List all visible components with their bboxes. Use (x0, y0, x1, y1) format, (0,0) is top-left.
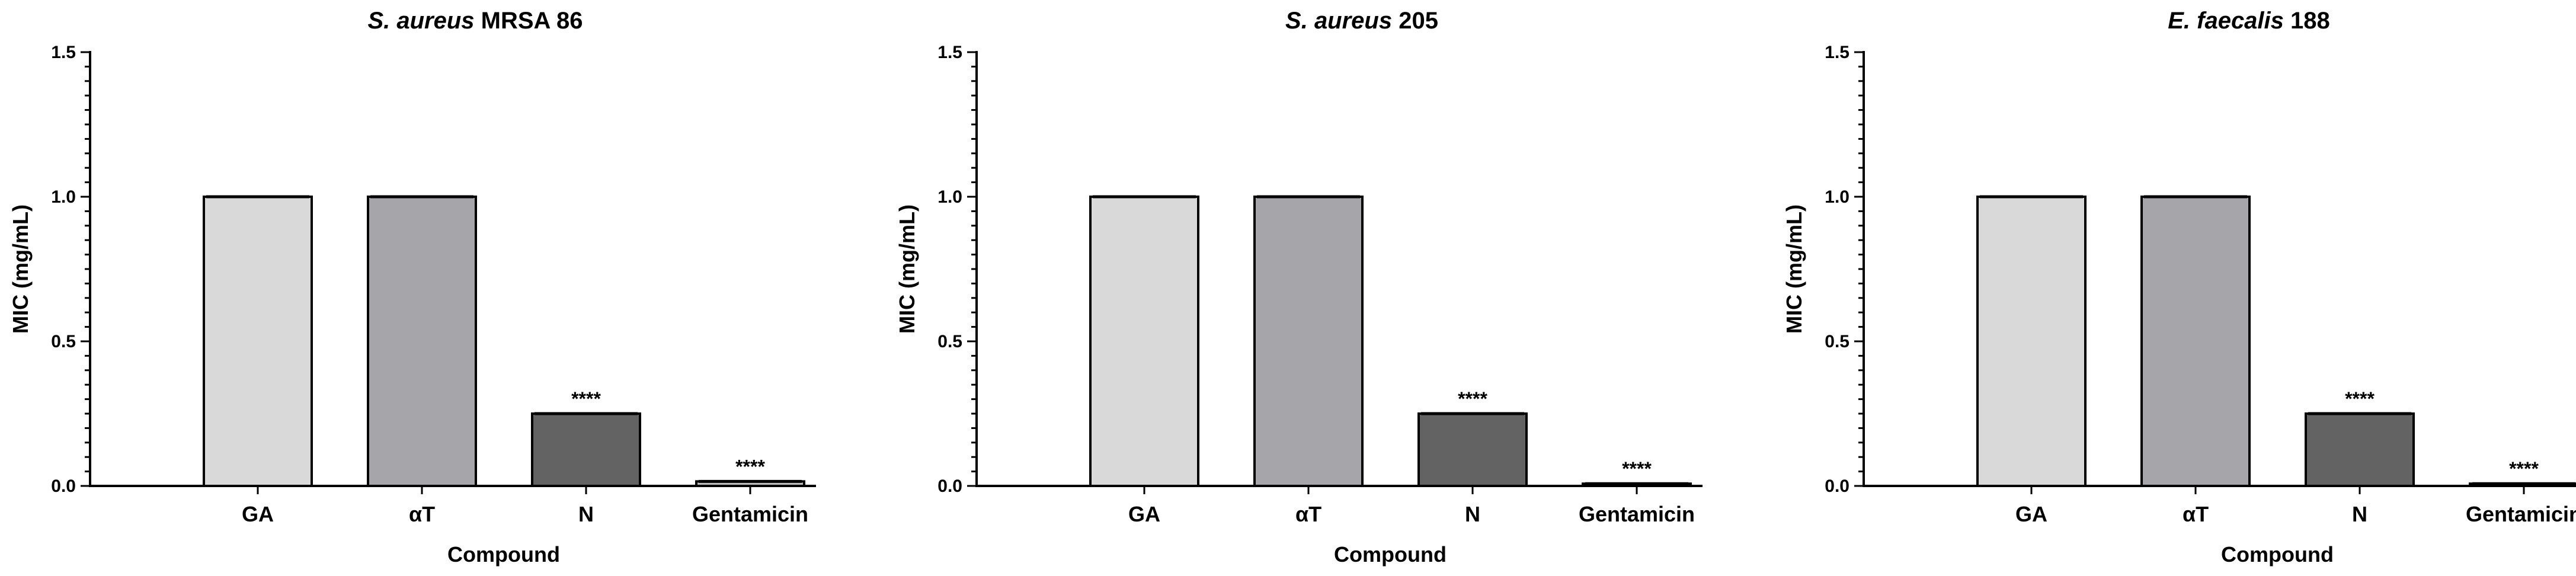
y-tick-label: 1.0 (1825, 187, 1849, 207)
significance-label: **** (1458, 388, 1487, 409)
y-axis-label: MIC (mg/mL) (895, 204, 919, 334)
y-tick-label: 0.0 (937, 476, 962, 496)
chart-title-rest: MRSA 86 (475, 8, 583, 34)
bar (2305, 412, 2415, 487)
x-tick-label: αT (1295, 502, 1321, 526)
chart-title-italic: E. faecalis (2168, 8, 2284, 34)
chart-panel: S. aureus 205 0.0 0.5 1.0 1.5 MIC (mg/mL) GA αT… (895, 8, 1703, 567)
y-tick-label: 0.5 (51, 332, 76, 351)
y-axis-label: MIC (mg/mL) (8, 204, 33, 334)
x-tick-label: GA (242, 502, 274, 526)
x-tick-label: N (2352, 502, 2367, 526)
bar (203, 196, 313, 487)
significance-label: **** (735, 456, 765, 477)
significance-label: **** (2509, 458, 2539, 479)
chart-title-rest: 205 (1392, 8, 1438, 34)
y-tick-label: 1.5 (1825, 43, 1849, 62)
chart-panel: S. aureus MRSA 86 0.0 0.5 1.0 1.5 MIC (mg/mL)… (8, 8, 816, 567)
x-tick-label: N (1465, 502, 1480, 526)
bar (1976, 196, 2087, 487)
x-tick-label: N (578, 502, 594, 526)
x-tick-label: Gentamicin (692, 502, 808, 526)
significance-label: **** (571, 388, 601, 409)
chart-title-rest: 188 (2284, 8, 2330, 34)
bar (1253, 196, 1364, 487)
y-tick-label: 1.5 (51, 43, 76, 62)
y-axis-label: MIC (mg/mL) (1782, 204, 1806, 334)
chart-title: S. aureus 205 (1285, 8, 1438, 34)
x-axis-label: Compound (1334, 542, 1447, 567)
chart-title: E. faecalis 188 (2168, 8, 2330, 34)
significance-label: **** (2345, 388, 2375, 409)
y-tick-label: 0.0 (1825, 476, 1849, 496)
bar (531, 412, 641, 487)
y-tick-label: 0.5 (1825, 332, 1849, 351)
chart-title: S. aureus MRSA 86 (367, 8, 583, 34)
chart-panel: E. faecalis 188 0.0 0.5 1.0 1.5 MIC (mg/mL) GA… (1782, 8, 2576, 567)
y-tick-label: 1.0 (937, 187, 962, 207)
bar (2140, 196, 2251, 487)
y-tick-label: 0.5 (937, 332, 962, 351)
y-tick-label: 1.0 (51, 187, 76, 207)
x-tick-label: αT (409, 502, 435, 526)
x-tick-label: αT (2183, 502, 2209, 526)
x-tick-label: Gentamicin (1579, 502, 1695, 526)
x-tick-label: GA (1128, 502, 1160, 526)
x-axis-label: Compound (447, 542, 560, 567)
bar (1089, 196, 1199, 487)
bar (1417, 412, 1528, 487)
x-tick-label: GA (2015, 502, 2047, 526)
chart-title-italic: S. aureus (367, 8, 474, 34)
bar (367, 196, 477, 487)
chart-title-italic: S. aureus (1285, 8, 1392, 34)
y-tick-label: 1.5 (937, 43, 962, 62)
y-tick-label: 0.0 (51, 476, 76, 496)
x-tick-label: Gentamicin (2466, 502, 2576, 526)
significance-label: **** (1622, 458, 1652, 479)
x-axis-label: Compound (2221, 542, 2334, 567)
